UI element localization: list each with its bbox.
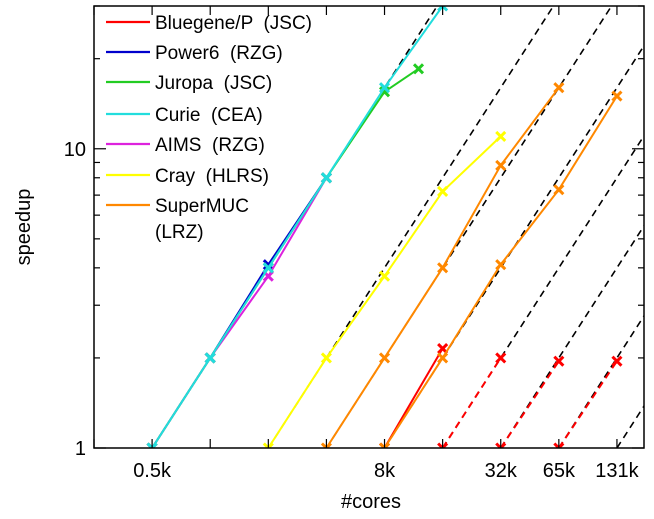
x-tick-label: 131k: [595, 460, 639, 482]
data-marker-2-0: [553, 442, 565, 448]
ideal-scaling-lines: [151, 6, 644, 448]
x-tick-label: 32k: [485, 460, 518, 482]
data-marker-7-1: [204, 352, 216, 364]
legend-label: Juropa (JSC): [155, 73, 272, 94]
legend-entry: AIMS (RZG): [106, 135, 265, 156]
legend: Bluegene/P (JSC) Power6 (RZG) Juropa (JSC)…: [106, 13, 312, 243]
series-line-8: [267, 135, 502, 448]
data-marker-7-0: [146, 442, 158, 448]
ideal-scaling-line-6: [558, 314, 644, 448]
data-marker-0-1: [495, 352, 507, 364]
legend-entry: SuperMUC (LRZ): [106, 196, 249, 243]
legend-entry: Curie (CEA): [106, 105, 263, 126]
series-line-1: [499, 360, 560, 448]
ideal-scaling-line-3: [383, 44, 644, 448]
y-axis-label: speedup: [13, 189, 35, 266]
series-lines: [146, 6, 623, 448]
data-marker-7-2: [262, 262, 274, 274]
x-tick-label: 0.5k: [133, 460, 172, 482]
data-marker-10-0: [378, 442, 391, 448]
data-marker-1-1: [553, 355, 565, 367]
legend-entry: Juropa (JSC): [106, 73, 272, 94]
y-tick-label: 1: [75, 438, 86, 460]
ideal-scaling-line-5: [500, 224, 644, 448]
data-marker-10-1: [437, 352, 449, 364]
x-tick-label: 65k: [543, 460, 576, 482]
data-marker-8-2: [378, 270, 391, 282]
data-marker-7-3: [320, 172, 332, 184]
data-marker-8-4: [495, 130, 507, 142]
data-marker-8-0: [262, 442, 274, 448]
series-line-7: [151, 6, 444, 448]
data-marker-9-4: [553, 82, 565, 94]
series-line-10: [383, 95, 618, 448]
legend-label: Curie (CEA): [155, 105, 263, 126]
data-marker-10-4: [611, 90, 623, 102]
series-line-0: [441, 357, 502, 448]
data-marker-2-1: [611, 355, 623, 367]
data-marker-9-2: [437, 262, 449, 274]
axes: 0.5k 8k 32k 65k 131k 1 10: [64, 5, 645, 482]
legend-entry: Power6 (RZG): [106, 43, 283, 64]
data-marker-8-1: [320, 352, 332, 364]
data-marker-7-4: [378, 82, 391, 94]
data-marker-9-3: [495, 159, 507, 171]
data-marker-0-0: [437, 442, 449, 448]
legend-entry: Bluegene/P (JSC): [106, 13, 312, 34]
data-marker-8-3: [437, 185, 449, 198]
plot-frame: [93, 5, 645, 449]
data-marker-9-1: [378, 352, 391, 364]
series-line-2: [557, 360, 618, 448]
data-marker-10-3: [553, 184, 565, 196]
legend-entry: Cray (HLRS): [106, 166, 269, 187]
legend-label-line2: (LRZ): [155, 222, 204, 243]
ideal-scaling-line-2: [325, 6, 613, 448]
legend-label: Bluegene/P (JSC): [155, 13, 312, 34]
ideal-scaling-line-7: [616, 404, 644, 448]
data-marker-9-0: [320, 442, 332, 448]
y-tick-label: 10: [64, 139, 86, 161]
legend-label: AIMS (RZG): [155, 135, 265, 156]
legend-label: Power6 (RZG): [155, 43, 283, 64]
data-marker-1-0: [495, 442, 507, 448]
data-marker-6-5: [412, 63, 425, 75]
x-axis-label: #cores: [341, 491, 401, 513]
legend-label: SuperMUC: [155, 196, 249, 217]
legend-label: Cray (HLRS): [155, 166, 269, 187]
data-marker-7-5: [437, 6, 449, 12]
x-tick-label: 8k: [374, 460, 396, 482]
data-marker-10-2: [495, 259, 507, 271]
ideal-scaling-line-4: [441, 134, 644, 448]
